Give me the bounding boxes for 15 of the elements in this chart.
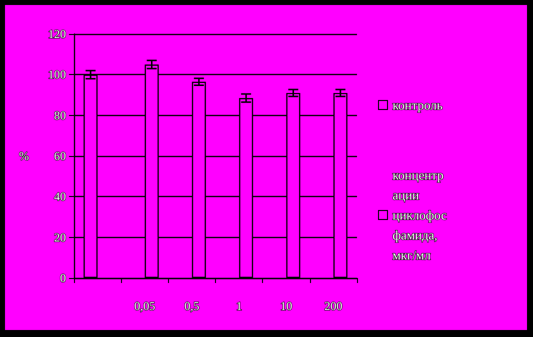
x-tick-label: 0,05: [134, 299, 156, 313]
y-tick-label: 80: [54, 108, 66, 122]
y-tick-label: 100: [48, 68, 66, 82]
x-tick-label: 10: [280, 299, 292, 313]
y-tick-label: 40: [54, 190, 66, 204]
y-tick-label: 120: [48, 27, 66, 41]
y-tick-label: 20: [54, 230, 66, 244]
legend-label: концентрации циклофосфамида, мкг/мл: [392, 168, 447, 262]
x-tick-label: 0,5: [184, 299, 200, 313]
x-tick-label: 1: [236, 299, 242, 313]
y-axis-title: %: [19, 149, 29, 163]
legend-label: контроль: [392, 98, 443, 112]
y-tick-label: 60: [54, 149, 66, 163]
x-tick-label: 200: [324, 299, 342, 313]
y-tick-label: 0: [60, 271, 66, 285]
